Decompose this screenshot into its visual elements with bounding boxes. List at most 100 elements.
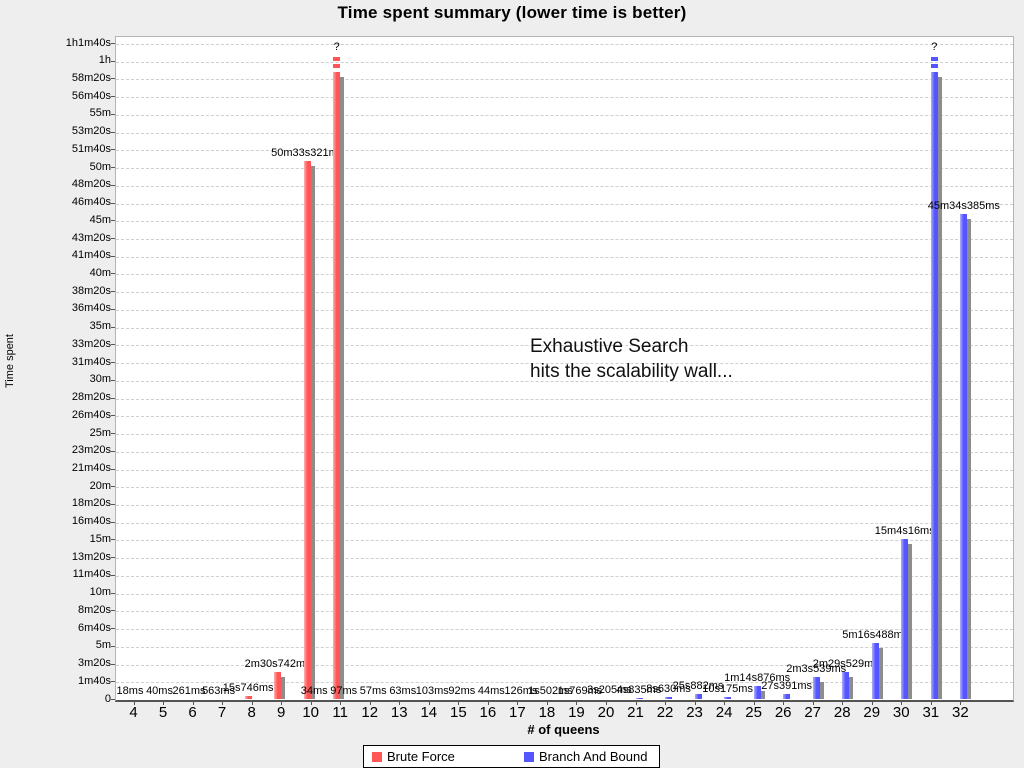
gridline bbox=[116, 469, 1013, 471]
bar-brute-force-q9 bbox=[274, 672, 282, 699]
x-tick-label: 9 bbox=[276, 704, 286, 721]
x-tick-mark bbox=[458, 701, 460, 705]
x-tick-label: 29 bbox=[863, 704, 881, 721]
x-tick-mark bbox=[753, 701, 755, 705]
x-tick-mark bbox=[222, 701, 224, 705]
y-tick-label: 13m20s bbox=[71, 550, 111, 563]
gridline bbox=[116, 203, 1013, 205]
y-tick-mark bbox=[111, 503, 115, 505]
bar-cutoff-dash bbox=[333, 57, 341, 61]
x-tick-label: 10 bbox=[302, 704, 320, 721]
y-tick-mark bbox=[111, 113, 115, 115]
x-tick-mark bbox=[901, 701, 903, 705]
x-tick-label: 12 bbox=[361, 704, 379, 721]
y-tick-label: 58m20s bbox=[71, 71, 111, 84]
bar-value-label: 261ms bbox=[172, 684, 206, 697]
gridline bbox=[116, 434, 1013, 436]
gridline bbox=[116, 416, 1013, 418]
x-tick-mark bbox=[192, 701, 194, 705]
annotation-line-2: hits the scalability wall... bbox=[530, 361, 733, 382]
y-tick-label: 25m bbox=[89, 426, 111, 439]
y-tick-label: 8m20s bbox=[77, 603, 111, 616]
y-tick-mark bbox=[111, 60, 115, 62]
gridline bbox=[116, 575, 1013, 577]
legend-label-brute-force: Brute Force bbox=[387, 749, 455, 764]
y-tick-label: 31m40s bbox=[71, 355, 111, 368]
y-tick-label: 55m bbox=[89, 107, 111, 120]
bar-branch-and-bound-q23 bbox=[694, 694, 702, 699]
gridline bbox=[116, 345, 1013, 347]
gridline bbox=[116, 522, 1013, 524]
y-tick-mark bbox=[111, 149, 115, 151]
bar-value-label: 44ms bbox=[477, 684, 505, 697]
gridline bbox=[116, 398, 1013, 400]
y-tick-mark bbox=[111, 326, 115, 328]
bar-value-label: ? bbox=[931, 41, 938, 53]
x-tick-label: 26 bbox=[774, 704, 792, 721]
gridline bbox=[116, 150, 1013, 152]
bar-value-label: 45m34s385ms bbox=[927, 200, 1000, 213]
y-tick-mark bbox=[111, 433, 115, 435]
bar-branch-and-bound-q22 bbox=[665, 697, 673, 699]
bar-shadow bbox=[817, 682, 824, 699]
bar-value-label: 2m30s742ms bbox=[244, 658, 311, 671]
y-tick-label: 11m40s bbox=[72, 568, 111, 581]
bar-shadow bbox=[279, 677, 286, 699]
x-tick-label: 7 bbox=[217, 704, 227, 721]
x-tick-label: 22 bbox=[656, 704, 674, 721]
gridline bbox=[116, 292, 1013, 294]
y-tick-mark bbox=[111, 521, 115, 523]
y-tick-mark bbox=[111, 699, 115, 700]
y-tick-mark bbox=[111, 202, 115, 204]
y-tick-mark bbox=[111, 344, 115, 346]
y-tick-mark bbox=[111, 663, 115, 665]
bar-value-label: 57ms bbox=[359, 684, 387, 697]
x-tick-label: 11 bbox=[332, 704, 348, 721]
bar-value-label: 50m33s321ms bbox=[271, 147, 344, 160]
y-tick-label: 50m bbox=[89, 160, 111, 173]
bar-branch-and-bound-q28 bbox=[842, 672, 850, 699]
x-tick-mark bbox=[281, 701, 283, 705]
x-tick-label: 28 bbox=[833, 704, 851, 721]
y-tick-label: 5m bbox=[95, 639, 111, 652]
x-tick-mark bbox=[576, 701, 578, 705]
gridline bbox=[116, 504, 1013, 506]
x-tick-label: 5 bbox=[158, 704, 168, 721]
y-tick-mark bbox=[111, 592, 115, 594]
y-tick-mark bbox=[111, 450, 115, 452]
bar-branch-and-bound-q31 bbox=[930, 72, 938, 699]
x-tick-mark bbox=[428, 701, 430, 705]
y-tick-label: 30m bbox=[89, 373, 111, 386]
bar-value-label: 15m4s16ms bbox=[874, 524, 935, 537]
y-tick-label: 15m bbox=[89, 532, 111, 545]
y-axis-title: Time spent bbox=[4, 334, 16, 389]
bar-shadow bbox=[876, 647, 883, 699]
x-tick-label: 15 bbox=[449, 704, 467, 721]
brute-force-swatch-icon bbox=[372, 751, 382, 762]
bar-cutoff-dash bbox=[333, 64, 341, 68]
gridline bbox=[116, 611, 1013, 613]
bar-branch-and-bound-q25 bbox=[753, 685, 761, 699]
y-tick-mark bbox=[111, 308, 115, 310]
bar-value-label: 25s882ms bbox=[672, 680, 724, 693]
x-tick-label: 8 bbox=[247, 704, 256, 721]
x-tick-mark bbox=[546, 701, 548, 705]
bar-value-label: 126ms bbox=[504, 684, 538, 697]
y-tick-mark bbox=[111, 468, 115, 470]
y-tick-label: 28m20s bbox=[71, 391, 111, 404]
y-tick-mark bbox=[111, 220, 115, 222]
gridline bbox=[116, 256, 1013, 258]
gridline bbox=[116, 593, 1013, 595]
x-tick-label: 27 bbox=[804, 704, 822, 721]
y-tick-mark bbox=[111, 131, 115, 133]
gridline bbox=[116, 114, 1013, 116]
bar-shadow bbox=[758, 690, 765, 699]
x-tick-label: 16 bbox=[479, 704, 497, 721]
x-tick-mark bbox=[724, 701, 726, 705]
bar-value-label: 18ms bbox=[116, 684, 144, 697]
x-tick-label: 24 bbox=[715, 704, 733, 721]
legend: Brute Force Branch And Bound bbox=[363, 745, 660, 768]
y-tick-label: 6m40s bbox=[77, 621, 111, 634]
x-tick-mark bbox=[812, 701, 814, 705]
